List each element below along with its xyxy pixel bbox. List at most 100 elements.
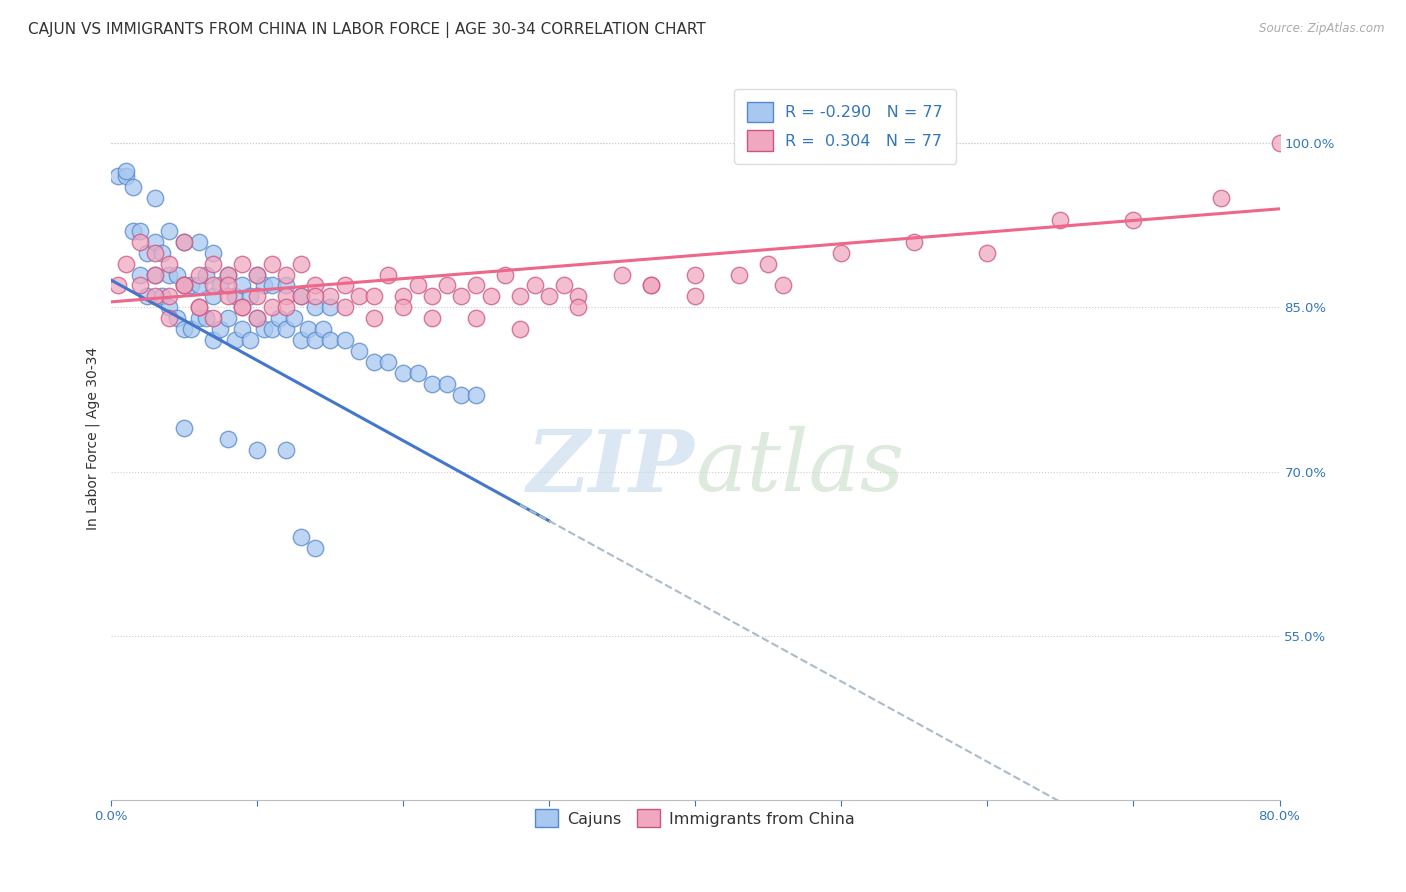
Y-axis label: In Labor Force | Age 30-34: In Labor Force | Age 30-34 [86,347,100,531]
Point [304,333,326,347]
Point [180,278,202,293]
Point [129,268,152,282]
Point [319,333,342,347]
Point [114,163,136,178]
Point [114,256,136,270]
Point [392,366,415,380]
Point [180,322,202,336]
Point [333,301,356,315]
Point [173,235,195,249]
Point [217,432,239,446]
Point [1049,212,1071,227]
Point [217,278,239,293]
Point [465,278,488,293]
Point [121,224,143,238]
Text: ZIP: ZIP [527,425,695,509]
Point [157,311,180,326]
Point [406,366,429,380]
Point [392,289,415,303]
Point [121,180,143,194]
Point [276,268,298,282]
Point [187,268,209,282]
Point [246,268,269,282]
Point [260,322,283,336]
Point [173,278,195,293]
Point [683,268,706,282]
Point [209,278,232,293]
Point [157,289,180,303]
Point [143,268,166,282]
Point [290,333,312,347]
Point [173,421,195,435]
Point [231,256,253,270]
Point [107,169,129,183]
Point [276,301,298,315]
Point [494,268,516,282]
Point [231,301,253,315]
Point [253,322,276,336]
Point [239,333,262,347]
Point [202,333,225,347]
Point [231,278,253,293]
Point [450,289,472,303]
Point [173,235,195,249]
Point [567,301,589,315]
Point [450,388,472,402]
Point [903,235,925,249]
Point [976,245,998,260]
Point [830,245,852,260]
Point [202,245,225,260]
Point [209,322,232,336]
Point [304,541,326,556]
Point [253,278,276,293]
Point [107,278,129,293]
Point [173,278,195,293]
Point [756,256,779,270]
Point [157,256,180,270]
Point [187,278,209,293]
Point [728,268,751,282]
Point [129,235,152,249]
Point [640,278,662,293]
Point [304,301,326,315]
Point [772,278,794,293]
Point [202,256,225,270]
Point [304,278,326,293]
Point [290,289,312,303]
Point [420,289,443,303]
Point [246,311,269,326]
Point [363,311,385,326]
Point [157,224,180,238]
Point [217,268,239,282]
Point [436,278,458,293]
Point [363,289,385,303]
Point [173,278,195,293]
Point [157,301,180,315]
Legend: R = -0.290   N = 77, R =  0.304   N = 77: R = -0.290 N = 77, R = 0.304 N = 77 [734,89,956,163]
Point [129,224,152,238]
Point [239,289,262,303]
Point [406,278,429,293]
Point [333,278,356,293]
Point [1122,212,1144,227]
Point [420,311,443,326]
Point [276,322,298,336]
Point [612,268,634,282]
Point [312,322,335,336]
Point [349,289,371,303]
Point [553,278,575,293]
Point [1268,136,1291,150]
Point [246,311,269,326]
Point [217,289,239,303]
Point [260,278,283,293]
Point [187,301,209,315]
Point [363,355,385,369]
Point [683,289,706,303]
Point [479,289,502,303]
Point [202,289,225,303]
Point [333,333,356,347]
Point [202,278,225,293]
Point [538,289,561,303]
Text: Source: ZipAtlas.com: Source: ZipAtlas.com [1260,22,1385,36]
Point [319,289,342,303]
